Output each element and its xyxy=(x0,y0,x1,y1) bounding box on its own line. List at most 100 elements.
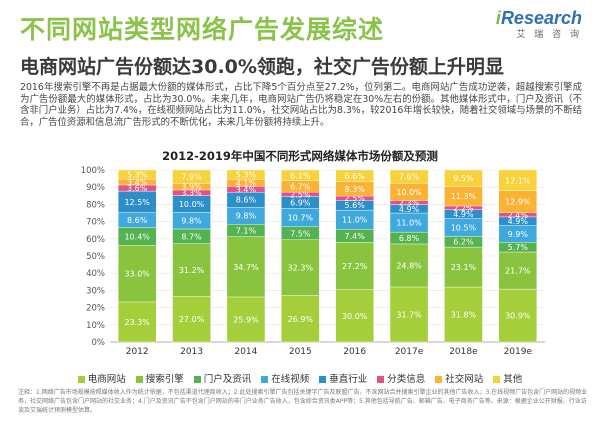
data-label: 26.9% xyxy=(288,315,314,324)
footnote: 注释：1.网络广告市场规模按照媒体收入作为统计依据，不包括渠道代理商收入；2.此… xyxy=(18,389,588,414)
data-label: 30.9% xyxy=(505,312,531,321)
data-label: 4.9% xyxy=(453,210,474,219)
y-tick-label: 0% xyxy=(92,338,106,348)
logo-prefix: i xyxy=(495,8,501,28)
data-label: 5.3% xyxy=(236,171,257,180)
y-tick-label: 40% xyxy=(86,269,105,279)
data-label: 10.4% xyxy=(124,232,150,241)
data-label: 2.2% xyxy=(453,204,474,213)
x-tick-label: 2012 xyxy=(126,347,149,357)
y-tick-label: 10% xyxy=(86,321,105,331)
bar-segment xyxy=(498,251,538,290)
legend-item: 分类信息 xyxy=(377,371,425,385)
data-label: 10.7% xyxy=(288,214,314,223)
legend-label: 社交网站 xyxy=(445,374,484,385)
legend-item: 搜索引擎 xyxy=(135,371,184,385)
bar-segment xyxy=(281,239,320,296)
data-label: 6.9% xyxy=(290,198,311,207)
bar-segment xyxy=(444,169,483,187)
legend-label: 其他 xyxy=(503,374,523,385)
bar-segment xyxy=(117,245,157,303)
data-label: 32.3% xyxy=(288,264,314,273)
legend-item: 社交网站 xyxy=(435,371,483,385)
data-label: 3.9% xyxy=(181,183,202,192)
data-label: 11.0% xyxy=(396,219,422,228)
data-label: 8.3% xyxy=(345,185,366,194)
legend-item: 在线视频 xyxy=(261,371,309,385)
data-label: 23.1% xyxy=(451,263,477,272)
bar-segment xyxy=(172,243,211,297)
legend-label: 电商网站 xyxy=(87,374,126,385)
data-label: 3.3% xyxy=(181,189,202,198)
legend-label: 分类信息 xyxy=(387,374,426,385)
y-tick-label: 20% xyxy=(86,304,105,314)
data-label: 12.1% xyxy=(505,176,531,185)
body-paragraph: 2016年搜索引擎不再是占据最大份额的媒体形式，占比下降5个百分点至27.2%，… xyxy=(20,82,582,129)
data-label: 7.9% xyxy=(181,173,202,182)
data-label: 21.7% xyxy=(505,267,531,276)
legend-swatch xyxy=(135,375,143,383)
x-tick-label: 2019e xyxy=(504,347,533,357)
stacked-bar-chart: 0% 10% 20% 30% 40% 50% 60% 70% 80% 90% 100% 23.3% 33… xyxy=(81,166,545,357)
data-label: 10.0% xyxy=(396,188,422,197)
data-label: 6.2% xyxy=(453,238,474,247)
data-label: 4.9% xyxy=(399,205,420,214)
bar-segment xyxy=(117,301,157,343)
data-label: 2.5% xyxy=(290,190,311,199)
data-label: 9.8% xyxy=(236,212,257,221)
y-tick-label: 50% xyxy=(86,252,105,262)
data-label: 10.0% xyxy=(179,200,205,209)
logo-name: Research xyxy=(500,8,582,28)
bar-segment xyxy=(172,169,211,184)
data-label: 2.3% xyxy=(399,199,420,208)
data-label: 12.5% xyxy=(124,198,150,207)
data-label: 5.6% xyxy=(345,201,366,210)
y-tick-label: 70% xyxy=(86,218,105,228)
data-label: 2.5% xyxy=(345,194,366,203)
data-label: 8.6% xyxy=(127,216,148,225)
bar-segment xyxy=(226,296,266,343)
iresearch-logo: iResearch 艾 瑞 咨 询 xyxy=(496,8,582,40)
data-label: 2.4% xyxy=(508,211,529,220)
data-label: 3.4% xyxy=(236,185,257,194)
chart-legend: 电商网站 搜索引擎 门户及资讯 在线视频 垂直行业 分类信息 社交网站 其他 xyxy=(0,371,600,385)
bar-segment xyxy=(498,288,538,343)
data-label: 7.1% xyxy=(236,226,257,235)
data-label: 31.8% xyxy=(451,311,477,320)
chart-title: 2012-2019年中国不同形式网络媒体市场份额及预测 xyxy=(162,149,438,163)
y-tick-label: 30% xyxy=(86,286,105,296)
bar-segment xyxy=(172,296,211,343)
bar-segment xyxy=(335,169,374,182)
data-label: 6.1% xyxy=(290,171,311,180)
legend-swatch xyxy=(193,375,201,383)
bar-segment xyxy=(335,242,374,290)
data-label: 4.9% xyxy=(508,217,529,226)
legend-item: 门户及资讯 xyxy=(193,371,251,385)
legend-label: 搜索引擎 xyxy=(145,374,184,385)
data-label: 27.2% xyxy=(342,262,368,271)
data-label: 31.7% xyxy=(396,310,422,319)
data-label: 33.0% xyxy=(124,270,150,279)
data-label: 7.6% xyxy=(399,173,420,182)
legend-swatch xyxy=(377,375,385,383)
y-tick-label: 60% xyxy=(86,235,105,245)
data-label: 11.3% xyxy=(451,192,477,201)
data-label: 6.8% xyxy=(399,234,420,243)
y-tick-label: 100% xyxy=(81,166,105,176)
data-label: 3.6% xyxy=(127,184,148,193)
legend-swatch xyxy=(319,375,327,383)
bar-segment xyxy=(226,169,266,180)
bar-segment xyxy=(498,169,538,191)
x-tick-label: 2018e xyxy=(449,347,478,357)
legend-item: 电商网站 xyxy=(77,371,126,385)
logo-subtitle: 艾 瑞 咨 询 xyxy=(516,30,582,40)
data-label: 34.7% xyxy=(233,263,259,272)
bar-segment xyxy=(444,286,483,343)
data-label: 7.4% xyxy=(345,232,366,241)
x-tick-label: 2015 xyxy=(289,347,312,357)
legend-label: 在线视频 xyxy=(271,374,310,385)
legend-item: 垂直行业 xyxy=(319,371,367,385)
data-label: 24.8% xyxy=(396,261,422,270)
legend-label: 垂直行业 xyxy=(329,374,368,385)
